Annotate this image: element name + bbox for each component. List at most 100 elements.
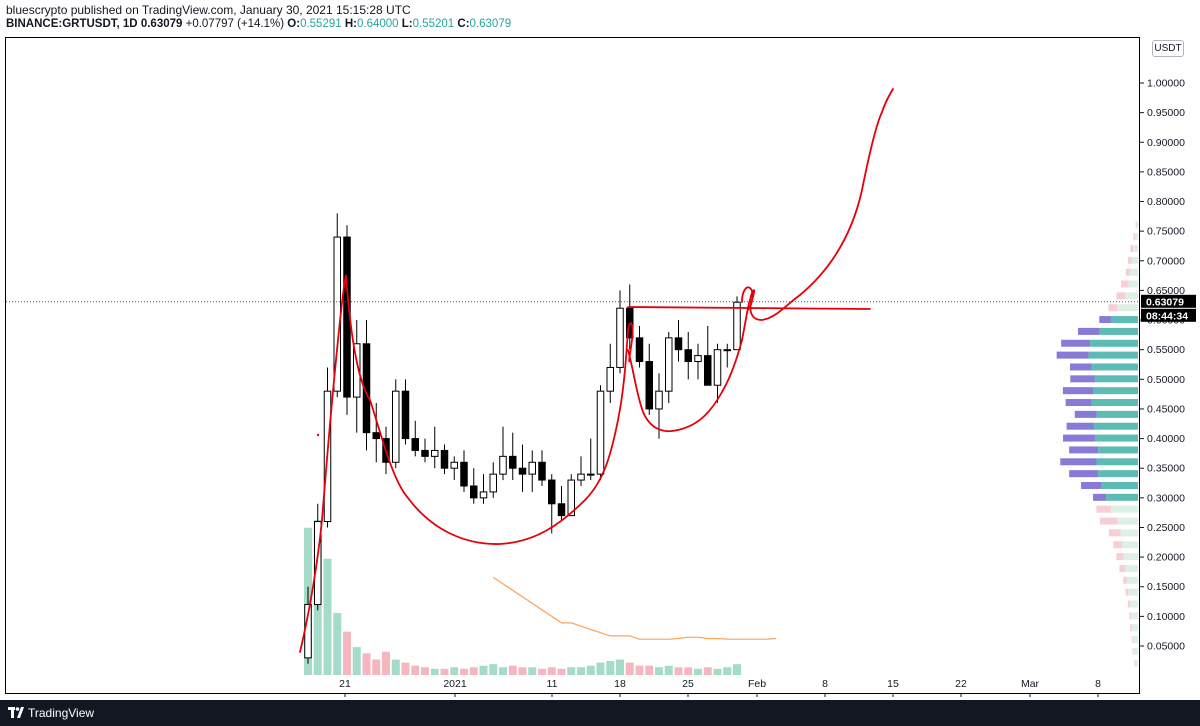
annotation-stroke	[741, 88, 894, 341]
countdown-tag-text: 08:44:34	[1146, 310, 1188, 322]
profile-bar-up	[1136, 221, 1138, 229]
candle-up	[587, 473, 595, 476]
price-tags: 0.63079 08:44:34	[1141, 294, 1196, 322]
profile-bar-down	[1130, 624, 1132, 632]
volume-bar	[674, 667, 683, 675]
volume-bar	[489, 664, 498, 675]
symbol-ohlc-line: BINANCE:GRTUSDT, 1D 0.63079 +0.07797 (+1…	[6, 18, 511, 30]
profile-bar-down	[1133, 233, 1135, 241]
volume-bar	[372, 659, 381, 675]
y-tick-label: 0.15000	[1147, 581, 1185, 593]
publisher-line: bluescrypto published on TradingView.com…	[6, 3, 411, 17]
close-label: C:	[457, 18, 470, 30]
profile-bar-up	[1126, 576, 1138, 584]
volume-bar	[547, 667, 556, 675]
profile-bar-down	[1096, 505, 1111, 513]
profile-bar-down	[1069, 470, 1099, 478]
candle-up	[616, 307, 624, 368]
profile-bar-up	[1123, 553, 1138, 561]
volume-bar	[567, 667, 576, 675]
candle-up	[392, 390, 400, 463]
y-tick-label: 0.85000	[1147, 166, 1185, 178]
candle-up	[733, 301, 741, 351]
annotation-stroke	[627, 339, 743, 433]
currency-unit-button[interactable]: USDT	[1152, 40, 1184, 57]
candle-up	[314, 521, 322, 606]
chart-pane[interactable]	[5, 37, 1140, 694]
volume-bar	[411, 665, 420, 675]
profile-bar-down	[1066, 422, 1095, 430]
y-tick-label: 0.10000	[1147, 611, 1185, 623]
profile-bar-up	[1125, 292, 1138, 300]
volume-bar	[333, 613, 342, 675]
x-tick-label: Mar	[1021, 678, 1040, 690]
profile-bar-up	[1094, 434, 1138, 442]
volume-bar	[362, 653, 371, 675]
candle-up	[713, 349, 722, 386]
candle-down	[470, 485, 478, 499]
volume-bar	[469, 667, 478, 675]
hand-drawn-annotation	[299, 88, 894, 653]
profile-bar-down	[1108, 529, 1121, 537]
y-tick-label: 0.45000	[1147, 403, 1185, 415]
candle-down	[372, 432, 380, 440]
last-price: 0.63079	[140, 18, 183, 30]
profile-bar-up	[1098, 446, 1138, 454]
volume-bar	[421, 667, 429, 675]
candle-up	[665, 337, 673, 392]
profile-bar-down	[1132, 647, 1134, 655]
profile-bar-up	[1117, 517, 1138, 525]
y-tick-label: 0.20000	[1147, 552, 1185, 564]
y-tick-label: 0.30000	[1147, 492, 1185, 504]
y-tick-label: 0.25000	[1147, 522, 1185, 534]
profile-bar-up	[1096, 458, 1138, 466]
volume-bar	[323, 558, 332, 675]
x-tick-label: 8	[1095, 678, 1101, 690]
open-label: O:	[287, 18, 301, 30]
profile-bar-up	[1133, 244, 1138, 252]
candle-up	[606, 366, 614, 392]
profile-bar-down	[1121, 280, 1129, 288]
volume-ma	[492, 576, 777, 640]
candle-down	[509, 455, 517, 469]
candle-down	[635, 337, 644, 363]
candle-up	[577, 473, 585, 481]
volume-bar	[382, 651, 390, 675]
volume-bar	[694, 668, 702, 675]
y-tick-label: 0.75000	[1147, 226, 1185, 238]
profile-bar-down	[1125, 588, 1129, 596]
profile-bar-down	[1123, 576, 1127, 584]
volume-bar	[733, 664, 741, 675]
profile-bar-up	[1090, 339, 1138, 347]
volume-bar	[713, 668, 722, 675]
candle-down	[411, 438, 419, 451]
volume-bar	[440, 668, 449, 675]
profile-bar-up	[1132, 636, 1138, 644]
volume-bar	[401, 662, 410, 675]
last-price-tag	[1141, 294, 1196, 308]
volume-bar	[577, 667, 585, 675]
price-axis[interactable]	[1140, 37, 1200, 694]
profile-bar-up	[1091, 399, 1138, 407]
candle-down	[645, 361, 653, 410]
profile-bar-up	[1134, 233, 1138, 241]
x-tick-label: 25	[682, 678, 694, 690]
price-chart[interactable]: 0.05000 0.10000 0.15000 0.20000 0.25000 0.300…	[0, 0, 1200, 700]
profile-bar-up	[1131, 624, 1138, 632]
annotation-stroke	[299, 274, 634, 653]
profile-bar-down	[1116, 292, 1126, 300]
volume-bar	[703, 667, 712, 675]
profile-bar-up	[1110, 505, 1138, 513]
y-tick-label: 0.05000	[1147, 641, 1185, 653]
profile-bar-down	[1069, 446, 1099, 454]
volume-bar	[538, 668, 546, 675]
profile-bar-down	[1129, 612, 1131, 620]
volume-bar	[625, 662, 634, 675]
profile-bar-down	[1119, 564, 1126, 572]
low-value: 0.55201	[412, 18, 455, 30]
high-value: 0.64000	[356, 18, 399, 30]
profile-bar-up	[1128, 280, 1138, 288]
candle-up	[655, 390, 663, 410]
profile-bar-up	[1122, 541, 1138, 549]
x-tick-label: 15	[887, 678, 899, 690]
